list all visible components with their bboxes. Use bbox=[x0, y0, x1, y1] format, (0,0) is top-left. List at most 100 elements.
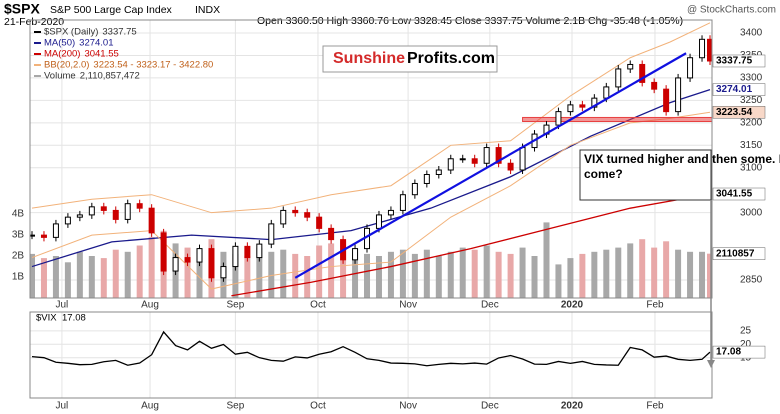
volume-bar bbox=[76, 251, 83, 298]
volume-bar bbox=[30, 253, 35, 298]
candle-body bbox=[639, 63, 646, 83]
legend-value: 3337.75 bbox=[102, 27, 136, 38]
y-tick-label: 2850 bbox=[740, 275, 763, 286]
candle-body bbox=[352, 248, 359, 261]
value-box-label: 3274.01 bbox=[716, 84, 753, 95]
volume-tick-label: 4B bbox=[12, 209, 25, 220]
value-box-label: 17.08 bbox=[716, 347, 741, 358]
vix-line bbox=[31, 330, 711, 367]
volume-bar bbox=[88, 256, 95, 298]
value-box-label: 3337.75 bbox=[716, 56, 753, 67]
candle-body bbox=[555, 111, 562, 126]
x-tick-label: Nov bbox=[399, 300, 417, 311]
x-tick-label: 2020 bbox=[561, 401, 584, 412]
logo-text: Sunshine bbox=[333, 50, 405, 67]
candle-body bbox=[603, 86, 610, 99]
candle-body bbox=[232, 245, 239, 268]
value-box-label: 3041.55 bbox=[716, 189, 753, 200]
volume-bar bbox=[304, 256, 311, 298]
candle-body bbox=[375, 214, 382, 229]
volume-bar bbox=[459, 247, 466, 298]
volume-bar bbox=[435, 256, 442, 298]
candle-body bbox=[148, 207, 155, 234]
legend-label: $SPX (Daily) bbox=[44, 27, 98, 38]
x-tick-label: Feb bbox=[646, 300, 664, 311]
date: 21-Feb-2020 bbox=[4, 16, 64, 28]
volume-bar bbox=[124, 251, 131, 298]
legend-label: Volume bbox=[44, 71, 76, 82]
volume-bar bbox=[256, 247, 263, 298]
logo-box bbox=[322, 45, 498, 73]
volume-bar bbox=[232, 253, 239, 298]
vix-panel bbox=[29, 311, 713, 399]
value-box-label: 2110857 bbox=[716, 248, 755, 259]
candle-body bbox=[699, 38, 706, 59]
y-tick-label: 3300 bbox=[740, 73, 763, 84]
x-tick-label: Feb bbox=[646, 401, 664, 412]
candle-body bbox=[220, 266, 227, 279]
value-box bbox=[712, 54, 766, 68]
volume-bar bbox=[519, 247, 526, 298]
volume-bar bbox=[699, 251, 706, 298]
candle-body bbox=[651, 81, 658, 90]
volume-bar bbox=[675, 249, 682, 298]
volume-bar bbox=[651, 247, 658, 298]
volume-bar bbox=[591, 251, 598, 298]
vix-legend-value: 17.08 bbox=[62, 313, 86, 324]
source: @ StockCharts.com bbox=[687, 5, 776, 16]
y-tick-label: 3000 bbox=[740, 207, 763, 218]
legend-value: 3223.54 - 3323.17 - 3422.80 bbox=[93, 60, 213, 71]
value-box bbox=[712, 106, 766, 119]
x-tick-label: Oct bbox=[310, 300, 326, 311]
volume-bar bbox=[100, 258, 107, 298]
volume-bar bbox=[340, 241, 347, 298]
logo: Sunshine Profits.com bbox=[322, 45, 498, 73]
candle-body bbox=[280, 209, 287, 225]
indicator-line bbox=[231, 193, 711, 297]
indicator-line bbox=[31, 22, 711, 214]
x-tick-label: Dec bbox=[481, 300, 499, 311]
volume-bar bbox=[328, 243, 335, 298]
candle-body bbox=[567, 104, 574, 113]
x-tick-label: 2020 bbox=[561, 300, 584, 311]
volume-bar bbox=[352, 251, 359, 298]
volume-tick-label: 3B bbox=[12, 230, 25, 241]
candle-body bbox=[124, 203, 131, 220]
annotation: VIX turned higher and then some. Even mo… bbox=[584, 152, 780, 181]
candle-body bbox=[675, 77, 682, 113]
volume-bar bbox=[495, 251, 502, 298]
volume-bar bbox=[268, 251, 275, 298]
price-panel bbox=[29, 19, 713, 299]
volume-bar bbox=[196, 249, 203, 298]
volume-bar bbox=[112, 249, 119, 298]
value-box-label: 3223.54 bbox=[716, 107, 753, 118]
candle-body bbox=[447, 158, 454, 171]
candle-body bbox=[519, 147, 526, 171]
volume-bar bbox=[364, 253, 371, 298]
volume-bar bbox=[136, 245, 143, 298]
exchange: INDX bbox=[195, 4, 220, 16]
candle-body bbox=[64, 216, 71, 225]
candle-body bbox=[256, 243, 263, 259]
value-box bbox=[712, 345, 766, 359]
candle-body bbox=[40, 234, 47, 238]
legend-label: BB(20,2.0) bbox=[44, 60, 89, 71]
candle-body bbox=[184, 257, 191, 263]
candle-body bbox=[136, 203, 143, 209]
x-tick-label: Sep bbox=[227, 401, 245, 412]
volume-bar bbox=[64, 262, 71, 298]
volume-bar bbox=[507, 253, 514, 298]
candle-body bbox=[387, 209, 394, 216]
y-tick-label: 25 bbox=[740, 325, 752, 336]
x-tick-label: Jul bbox=[56, 401, 69, 412]
volume-bar bbox=[663, 241, 670, 298]
quote: Open 3360.50 High 3360.76 Low 3328.45 Cl… bbox=[257, 15, 683, 27]
candle-body bbox=[399, 194, 406, 211]
candle-body bbox=[435, 169, 442, 175]
volume-bar bbox=[399, 249, 406, 298]
candle-body bbox=[411, 182, 418, 196]
y-tick-label: 3200 bbox=[740, 117, 763, 128]
volume-tick-label: 1B bbox=[12, 272, 25, 283]
candle-body bbox=[495, 147, 502, 164]
